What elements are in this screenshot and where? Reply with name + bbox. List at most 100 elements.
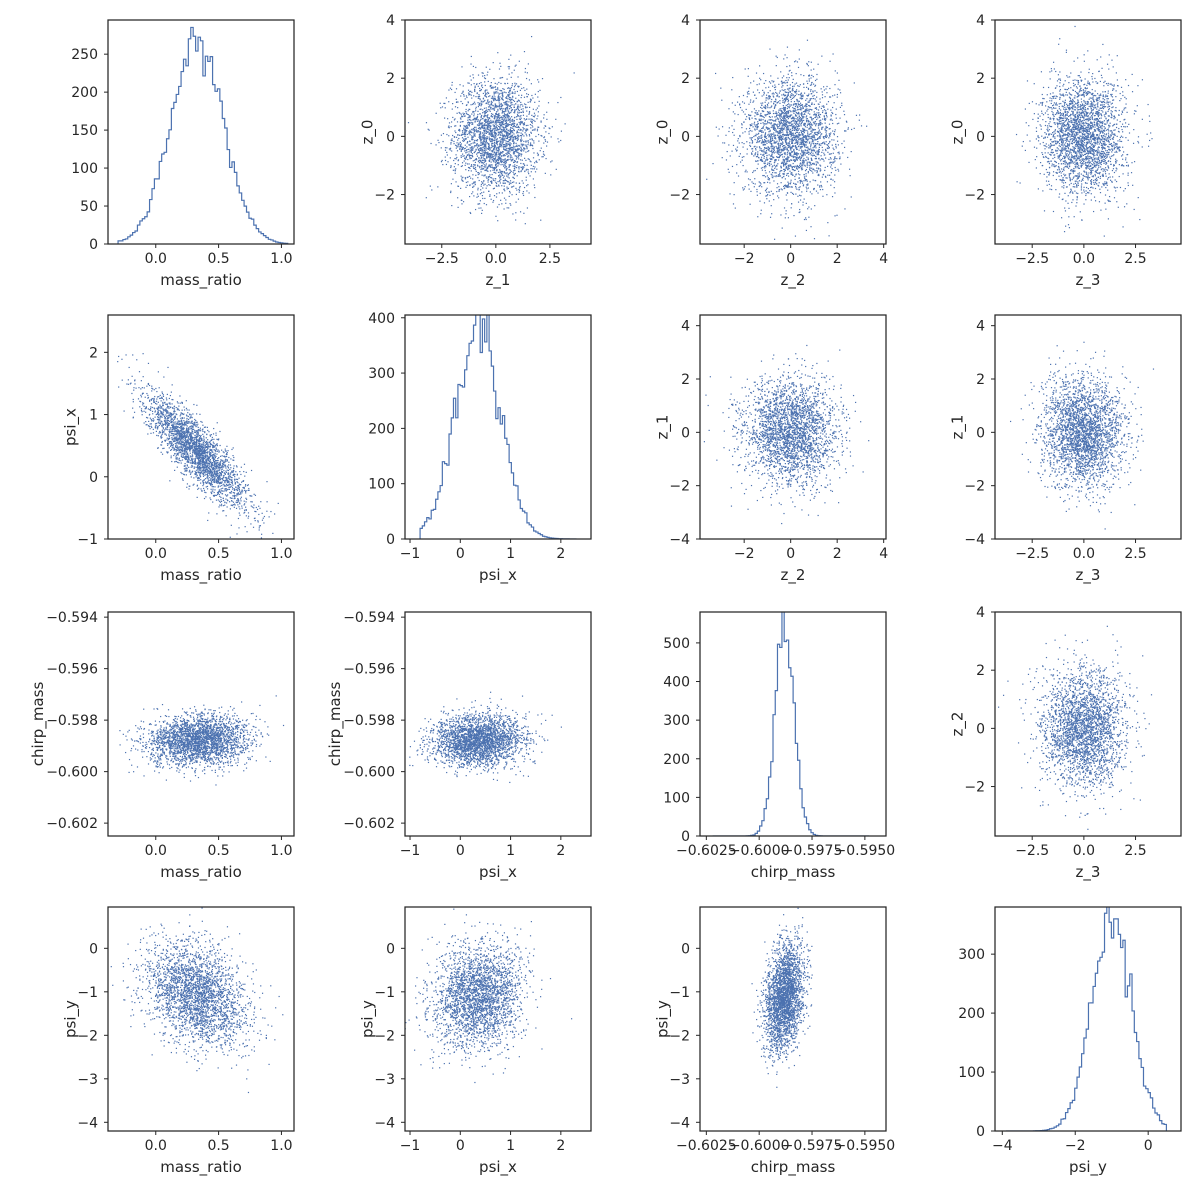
scatter-point (815, 131, 817, 134)
scatter-point (775, 129, 777, 131)
scatter-point (755, 110, 757, 112)
scatter-point (498, 100, 500, 102)
scatter-point (820, 123, 822, 125)
scatter-point (486, 100, 489, 102)
scatter-point (785, 185, 787, 187)
scatter-point (817, 123, 819, 125)
scatter-point (732, 76, 734, 79)
scatter-point (508, 115, 510, 118)
scatter-point (810, 133, 812, 135)
scatter-point (834, 94, 836, 96)
scatter-point (490, 132, 492, 134)
scatter-point (524, 89, 526, 92)
scatter-point (804, 138, 807, 140)
scatter-point (750, 99, 752, 101)
scatter-point (769, 122, 771, 124)
scatter-point (459, 145, 462, 148)
scatter-point (465, 132, 467, 134)
scatter-point (457, 206, 459, 208)
scatter-point (490, 104, 492, 106)
scatter-point (486, 167, 489, 170)
scatter-point (515, 83, 518, 85)
scatter-point (726, 150, 728, 153)
scatter-point (473, 131, 476, 133)
scatter-point (526, 185, 528, 187)
scatter-point (482, 168, 484, 170)
scatter-point (797, 100, 799, 102)
scatter-point (763, 162, 765, 164)
scatter-point (819, 186, 821, 188)
scatter-point (817, 149, 819, 152)
scatter-point (525, 140, 527, 142)
scatter-point (531, 121, 533, 123)
scatter-point (796, 113, 799, 115)
scatter-point (866, 125, 868, 127)
scatter-point (786, 185, 788, 187)
scatter-point (534, 196, 536, 199)
scatter-point (492, 107, 494, 109)
scatter-point (814, 79, 817, 82)
scatter-point (501, 110, 504, 112)
scatter-point (796, 143, 799, 145)
scatter-point (493, 78, 495, 80)
scatter-point (491, 166, 493, 168)
scatter-point (502, 135, 505, 137)
scatter-point (514, 169, 516, 171)
scatter-point (537, 126, 539, 128)
scatter-point (508, 58, 510, 60)
scatter-point (503, 129, 505, 131)
scatter-point (800, 130, 803, 132)
scatter-point (728, 108, 730, 110)
scatter-point (489, 195, 491, 197)
scatter-point (802, 130, 804, 133)
scatter-point (798, 93, 800, 96)
scatter-point (817, 125, 820, 127)
scatter-point (518, 112, 520, 114)
scatter-point (773, 96, 775, 98)
scatter-point (792, 94, 794, 96)
scatter-point (743, 188, 745, 190)
scatter-point (501, 192, 503, 194)
scatter-point (513, 161, 515, 163)
scatter-point (757, 123, 759, 125)
scatter-point (455, 88, 458, 90)
scatter-point (496, 162, 499, 165)
scatter-point (487, 106, 490, 108)
scatter-point (816, 78, 818, 80)
scatter-point (479, 159, 481, 161)
scatter-point (515, 182, 517, 184)
scatter-point (494, 82, 496, 84)
scatter-point (470, 79, 472, 81)
scatter-point (478, 103, 480, 105)
scatter-point (455, 158, 457, 160)
scatter-point (758, 132, 760, 134)
scatter-point (513, 117, 516, 119)
scatter-point (765, 141, 767, 143)
scatter-point (773, 151, 775, 153)
scatter-point (763, 182, 765, 184)
scatter-point (770, 123, 772, 125)
scatter-point (502, 111, 505, 113)
scatter-point (785, 166, 787, 168)
scatter-point (495, 133, 497, 135)
scatter-point (511, 110, 513, 112)
scatter-point (733, 128, 735, 130)
scatter-point (810, 149, 812, 151)
scatter-point (491, 95, 494, 97)
scatter-point (794, 110, 796, 112)
scatter-point (773, 152, 775, 154)
scatter-point (764, 106, 767, 108)
scatter-point (808, 127, 811, 129)
scatter-point (822, 118, 824, 120)
scatter-point (790, 94, 792, 97)
scatter-point (503, 197, 506, 199)
scatter-point (515, 150, 517, 152)
scatter-point (514, 91, 516, 93)
scatter-point (493, 194, 496, 197)
scatter-point (452, 134, 454, 137)
scatter-point (785, 158, 787, 160)
scatter-point (793, 155, 795, 157)
scatter-point (768, 200, 770, 202)
scatter-point (775, 151, 777, 153)
scatter-point (505, 121, 507, 123)
